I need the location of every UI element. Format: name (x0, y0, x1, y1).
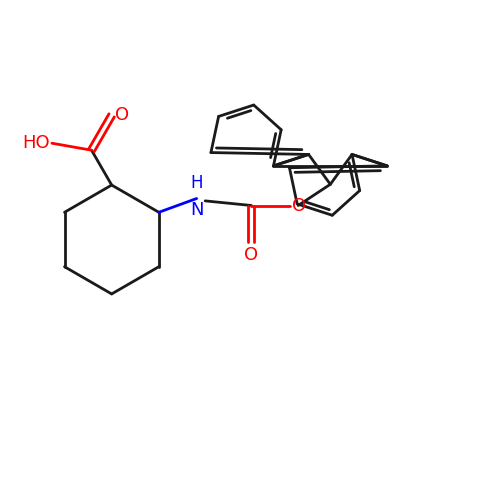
Text: HO: HO (22, 134, 49, 152)
Text: O: O (115, 106, 130, 125)
Text: O: O (292, 196, 306, 215)
Text: N: N (190, 201, 204, 219)
Text: O: O (244, 246, 259, 264)
Text: H: H (190, 174, 203, 193)
